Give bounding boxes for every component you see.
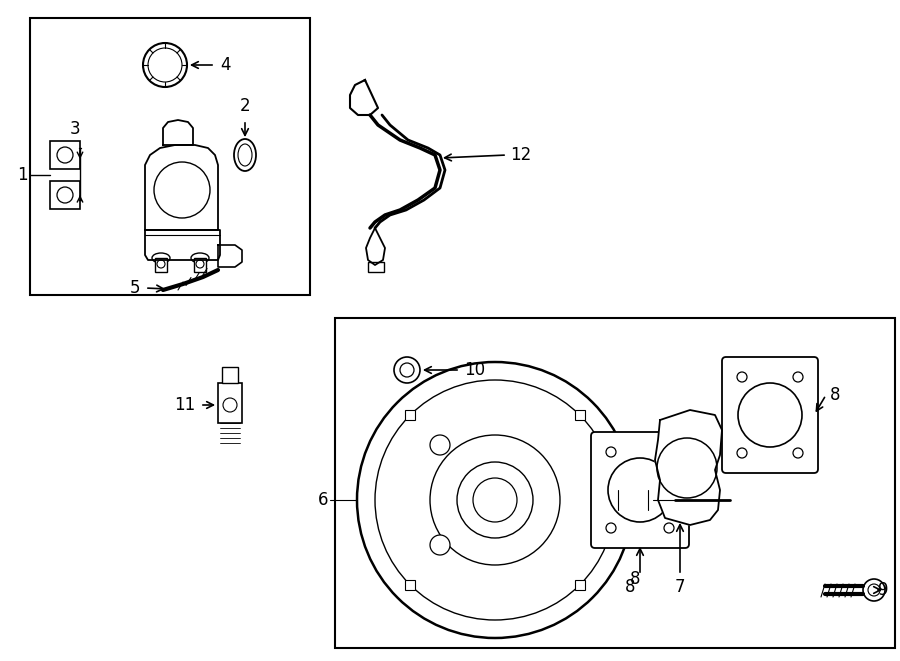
- Polygon shape: [163, 120, 193, 145]
- Polygon shape: [366, 228, 385, 265]
- Circle shape: [400, 363, 414, 377]
- Bar: [653, 486, 675, 514]
- Bar: [50, 181, 80, 209]
- Polygon shape: [145, 145, 218, 230]
- Bar: [155, 258, 167, 272]
- Circle shape: [863, 579, 885, 601]
- Bar: [335, 318, 895, 648]
- Bar: [30, 18, 310, 295]
- Circle shape: [430, 535, 450, 555]
- Circle shape: [430, 435, 450, 455]
- Circle shape: [737, 372, 747, 382]
- Circle shape: [737, 448, 747, 458]
- Circle shape: [196, 260, 204, 268]
- Bar: [194, 258, 206, 272]
- Circle shape: [664, 447, 674, 457]
- Circle shape: [473, 478, 517, 522]
- Bar: [368, 262, 384, 272]
- FancyBboxPatch shape: [591, 432, 689, 548]
- Bar: [222, 367, 238, 383]
- Text: 7: 7: [675, 578, 685, 596]
- Circle shape: [868, 584, 880, 596]
- Text: 11: 11: [174, 396, 195, 414]
- Circle shape: [394, 357, 420, 383]
- Circle shape: [657, 438, 717, 498]
- Text: 2: 2: [239, 97, 250, 115]
- Text: 8: 8: [630, 570, 640, 588]
- Circle shape: [430, 435, 560, 565]
- Bar: [50, 141, 80, 169]
- Circle shape: [606, 447, 616, 457]
- Circle shape: [606, 523, 616, 533]
- Circle shape: [57, 147, 73, 163]
- Circle shape: [664, 523, 674, 533]
- Text: 8: 8: [830, 386, 841, 404]
- Circle shape: [738, 383, 802, 447]
- Bar: [405, 580, 415, 590]
- Circle shape: [457, 462, 533, 538]
- Circle shape: [793, 448, 803, 458]
- Bar: [618, 480, 648, 520]
- Text: 5: 5: [130, 279, 140, 297]
- Circle shape: [357, 362, 633, 638]
- Bar: [575, 580, 585, 590]
- Text: 12: 12: [510, 146, 531, 164]
- Circle shape: [223, 398, 237, 412]
- Bar: [405, 410, 415, 420]
- Text: 8: 8: [625, 578, 635, 596]
- Text: 10: 10: [464, 361, 485, 379]
- Polygon shape: [145, 230, 220, 260]
- Polygon shape: [655, 410, 722, 525]
- Circle shape: [375, 380, 615, 620]
- Text: 9: 9: [878, 581, 888, 599]
- Circle shape: [148, 48, 182, 82]
- Text: 6: 6: [318, 491, 328, 509]
- Circle shape: [143, 43, 187, 87]
- Bar: [575, 410, 585, 420]
- Circle shape: [57, 187, 73, 203]
- Ellipse shape: [191, 253, 209, 263]
- Circle shape: [793, 372, 803, 382]
- Text: 4: 4: [220, 56, 230, 74]
- Ellipse shape: [234, 139, 256, 171]
- Text: 3: 3: [69, 120, 80, 138]
- FancyBboxPatch shape: [722, 357, 818, 473]
- Polygon shape: [218, 245, 242, 267]
- Circle shape: [157, 260, 165, 268]
- Ellipse shape: [152, 253, 170, 263]
- Text: 1: 1: [17, 166, 28, 184]
- Circle shape: [608, 458, 672, 522]
- Ellipse shape: [238, 144, 252, 166]
- Bar: [218, 383, 242, 423]
- Circle shape: [154, 162, 210, 218]
